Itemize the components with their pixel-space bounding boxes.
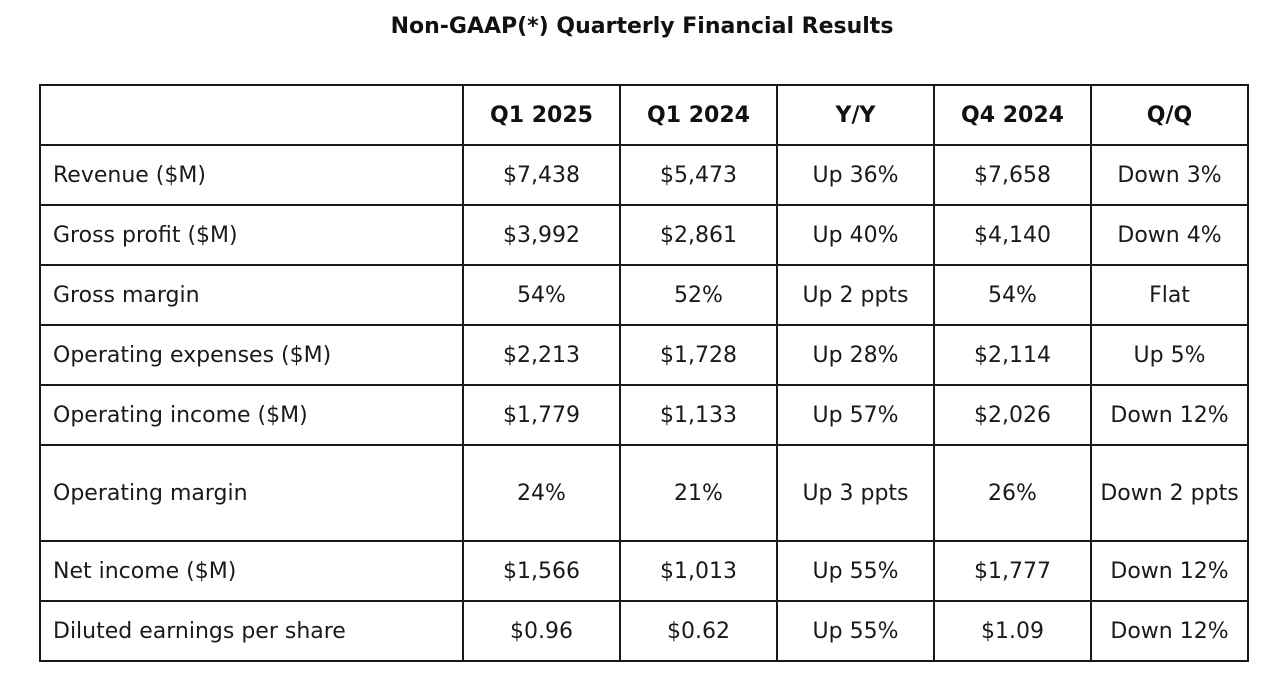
cell-qoq: Down 12% <box>1090 384 1249 446</box>
cell-q4-2024: $1.09 <box>933 600 1092 662</box>
cell-q1-2025: $0.96 <box>462 600 621 662</box>
cell-q1-2025: 24% <box>462 444 621 542</box>
cell-q1-2024: $1,013 <box>619 540 778 602</box>
table-row: Operating expenses ($M) $2,213 $1,728 Up… <box>39 324 1249 386</box>
cell-qoq: Up 5% <box>1090 324 1249 386</box>
financial-results-table: Q1 2025 Q1 2024 Y/Y Q4 2024 Q/Q Revenue … <box>39 84 1249 662</box>
cell-q1-2025: $1,779 <box>462 384 621 446</box>
table-row: Revenue ($M) $7,438 $5,473 Up 36% $7,658… <box>39 144 1249 206</box>
cell-q1-2024: $0.62 <box>619 600 778 662</box>
cell-qoq: Down 12% <box>1090 600 1249 662</box>
header-q1-2025: Q1 2025 <box>462 84 621 146</box>
header-q4-2024: Q4 2024 <box>933 84 1092 146</box>
cell-yoy: Up 36% <box>776 144 935 206</box>
cell-q1-2025: $7,438 <box>462 144 621 206</box>
cell-q1-2024: $2,861 <box>619 204 778 266</box>
cell-qoq: Down 4% <box>1090 204 1249 266</box>
cell-yoy: Up 40% <box>776 204 935 266</box>
row-label: Gross profit ($M) <box>39 204 464 266</box>
cell-q1-2024: $5,473 <box>619 144 778 206</box>
row-label: Revenue ($M) <box>39 144 464 206</box>
cell-q4-2024: $2,114 <box>933 324 1092 386</box>
header-q1-2024: Q1 2024 <box>619 84 778 146</box>
table-row: Gross margin 54% 52% Up 2 ppts 54% Flat <box>39 264 1249 326</box>
cell-yoy: Up 28% <box>776 324 935 386</box>
row-label: Operating margin <box>39 444 464 542</box>
cell-q1-2025: $3,992 <box>462 204 621 266</box>
cell-qoq: Down 2 ppts <box>1090 444 1249 542</box>
cell-q1-2025: 54% <box>462 264 621 326</box>
row-label: Operating income ($M) <box>39 384 464 446</box>
cell-q1-2024: $1,728 <box>619 324 778 386</box>
cell-qoq: Down 12% <box>1090 540 1249 602</box>
cell-yoy: Up 3 ppts <box>776 444 935 542</box>
cell-yoy: Up 57% <box>776 384 935 446</box>
cell-q1-2025: $1,566 <box>462 540 621 602</box>
cell-q1-2024: 52% <box>619 264 778 326</box>
page-title: Non-GAAP(*) Quarterly Financial Results <box>390 14 894 39</box>
header-qoq: Q/Q <box>1090 84 1249 146</box>
table-row: Gross profit ($M) $3,992 $2,861 Up 40% $… <box>39 204 1249 266</box>
row-label: Gross margin <box>39 264 464 326</box>
cell-qoq: Down 3% <box>1090 144 1249 206</box>
table-row: Operating income ($M) $1,779 $1,133 Up 5… <box>39 384 1249 446</box>
cell-q4-2024: 54% <box>933 264 1092 326</box>
header-metric <box>39 84 464 146</box>
cell-q4-2024: 26% <box>933 444 1092 542</box>
cell-q4-2024: $4,140 <box>933 204 1092 266</box>
table-row: Net income ($M) $1,566 $1,013 Up 55% $1,… <box>39 540 1249 602</box>
row-label: Operating expenses ($M) <box>39 324 464 386</box>
row-label: Net income ($M) <box>39 540 464 602</box>
cell-yoy: Up 55% <box>776 600 935 662</box>
header-yoy: Y/Y <box>776 84 935 146</box>
cell-q1-2024: $1,133 <box>619 384 778 446</box>
cell-q4-2024: $7,658 <box>933 144 1092 206</box>
table-row: Operating margin 24% 21% Up 3 ppts 26% D… <box>39 444 1249 542</box>
cell-yoy: Up 55% <box>776 540 935 602</box>
cell-qoq: Flat <box>1090 264 1249 326</box>
table-header-row: Q1 2025 Q1 2024 Y/Y Q4 2024 Q/Q <box>39 84 1249 146</box>
cell-q1-2025: $2,213 <box>462 324 621 386</box>
cell-yoy: Up 2 ppts <box>776 264 935 326</box>
row-label: Diluted earnings per share <box>39 600 464 662</box>
cell-q4-2024: $2,026 <box>933 384 1092 446</box>
cell-q4-2024: $1,777 <box>933 540 1092 602</box>
cell-q1-2024: 21% <box>619 444 778 542</box>
table-row: Diluted earnings per share $0.96 $0.62 U… <box>39 600 1249 662</box>
